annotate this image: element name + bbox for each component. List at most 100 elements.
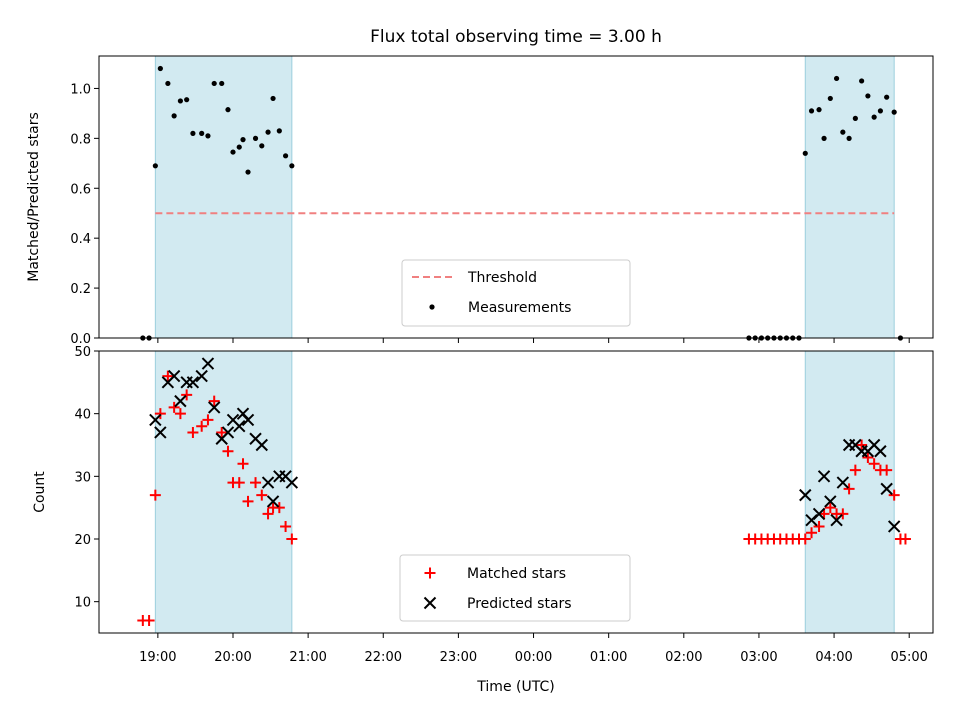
matched-star-point (262, 508, 274, 520)
measurement-point (211, 80, 217, 87)
measurement-point (833, 75, 840, 82)
predicted-star-point (887, 520, 901, 533)
x-axis-label: Time (UTC) (476, 679, 554, 695)
matched-star-point (856, 439, 868, 451)
measurement-point (827, 95, 833, 102)
measurement-point (225, 107, 231, 113)
matched-star-point (216, 426, 228, 438)
matched-star-point (424, 567, 436, 579)
measurement-point (230, 149, 236, 155)
ratio-y-ticks: 0.0 0.2 0.4 0.6 0.8 1.0 (70, 82, 99, 347)
predicted-star-point (195, 369, 208, 383)
ratio-plot-frame (98, 55, 934, 339)
matched-star-point (162, 370, 174, 382)
predicted-star-point (186, 376, 200, 389)
measurement-point (884, 94, 890, 100)
predicted-star-point (149, 413, 162, 427)
matched-star-point (824, 502, 836, 514)
observing-window-1 (154, 55, 293, 339)
matched-star-point (849, 464, 861, 476)
matched-star-point (154, 408, 166, 420)
y-tick-label: 0.0 (70, 332, 91, 347)
legend-measurement-swatch (429, 304, 435, 310)
count-panel: 10 20 30 40 50 19:00 20:00 21:00 22:00 23:00 00:0… (32, 345, 934, 695)
measurement-point (808, 108, 815, 114)
predicted-star-point (154, 426, 167, 439)
legend-measurement-label: Measurements (468, 300, 571, 316)
matched-star-point (222, 445, 234, 457)
count-legend: Matched stars Predicted stars (399, 554, 631, 622)
measurement-point (871, 114, 877, 120)
predicted-star-point (261, 476, 275, 489)
matched-star-point (806, 527, 818, 539)
x-tick-label: 23:00 (440, 650, 477, 665)
matched-star-point (202, 414, 214, 426)
y-tick-label: 50 (74, 345, 91, 360)
measurement-point (265, 129, 271, 135)
matched-star-point (799, 533, 811, 545)
ratio-legend: Threshold Measurements (401, 259, 631, 327)
x-tick-label: 04:00 (815, 650, 852, 665)
predicted-star-point (255, 438, 269, 452)
predicted-star-point (201, 357, 215, 370)
predicted-star-point (285, 476, 299, 489)
matched-star-point (174, 408, 186, 420)
measurement-point (165, 80, 171, 87)
measurement-point (236, 144, 242, 150)
measurement-point (891, 109, 897, 115)
y-tick-label: 10 (74, 596, 91, 611)
measurement-point (240, 137, 246, 143)
observing-window-2 (804, 55, 895, 339)
ratio-y-axis-label: Matched/Predicted stars (26, 112, 42, 282)
matched-star-point (256, 489, 268, 501)
predicted-star-point (824, 495, 837, 508)
matched-star-point (196, 420, 208, 432)
matched-star-point (837, 508, 849, 520)
y-tick-label: 20 (74, 533, 91, 548)
predicted-star-point (812, 507, 826, 521)
matched-star-point (208, 395, 220, 407)
predicted-star-point (221, 426, 235, 439)
matched-star-point (168, 401, 180, 413)
predicted-star-point (836, 476, 850, 489)
predicted-star-point (880, 482, 893, 496)
measurement-point (199, 130, 205, 136)
y-tick-label: 0.4 (70, 232, 91, 247)
x-tick-label: 19:00 (139, 650, 176, 665)
predicted-star-point (241, 413, 255, 427)
predicted-star-point (174, 394, 187, 408)
legend-predicted-label: Predicted stars (467, 596, 572, 612)
count-x-ticks: 19:00 20:00 21:00 22:00 23:00 00:00 01:00 02:00… (139, 633, 928, 665)
predicted-star-point (233, 419, 246, 433)
chart-title: Flux total observing time = 3.00 h (370, 27, 662, 47)
matched-star-point (881, 464, 893, 476)
legend-box (399, 554, 631, 622)
count-points (137, 357, 911, 626)
measurement-point (282, 153, 289, 159)
measurement-point (219, 80, 225, 87)
x-tick-label: 03:00 (740, 650, 777, 665)
matched-star-point (843, 483, 855, 495)
measurement-point (840, 129, 846, 135)
predicted-star-point (266, 495, 280, 508)
measurement-point (289, 163, 295, 169)
measurement-point (184, 97, 190, 103)
y-tick-label: 0.8 (70, 132, 91, 147)
matched-star-point (862, 452, 874, 464)
matched-star-point (149, 489, 161, 501)
x-tick-label: 00:00 (515, 650, 552, 665)
measurement-point (802, 150, 808, 156)
count-y-axis-label: Count (32, 471, 48, 513)
count-y-ticks: 10 20 30 40 50 (74, 345, 99, 611)
observing-window-1 (154, 350, 293, 634)
matched-star-point (813, 520, 825, 532)
x-tick-label: 20:00 (214, 650, 251, 665)
legend-threshold-label: Threshold (467, 270, 537, 286)
matched-star-point (280, 520, 292, 532)
measurement-point (846, 135, 852, 141)
count-plot-frame (98, 350, 934, 634)
matched-star-point (888, 489, 900, 501)
matched-star-point (233, 477, 245, 489)
measurement-point (859, 78, 865, 84)
